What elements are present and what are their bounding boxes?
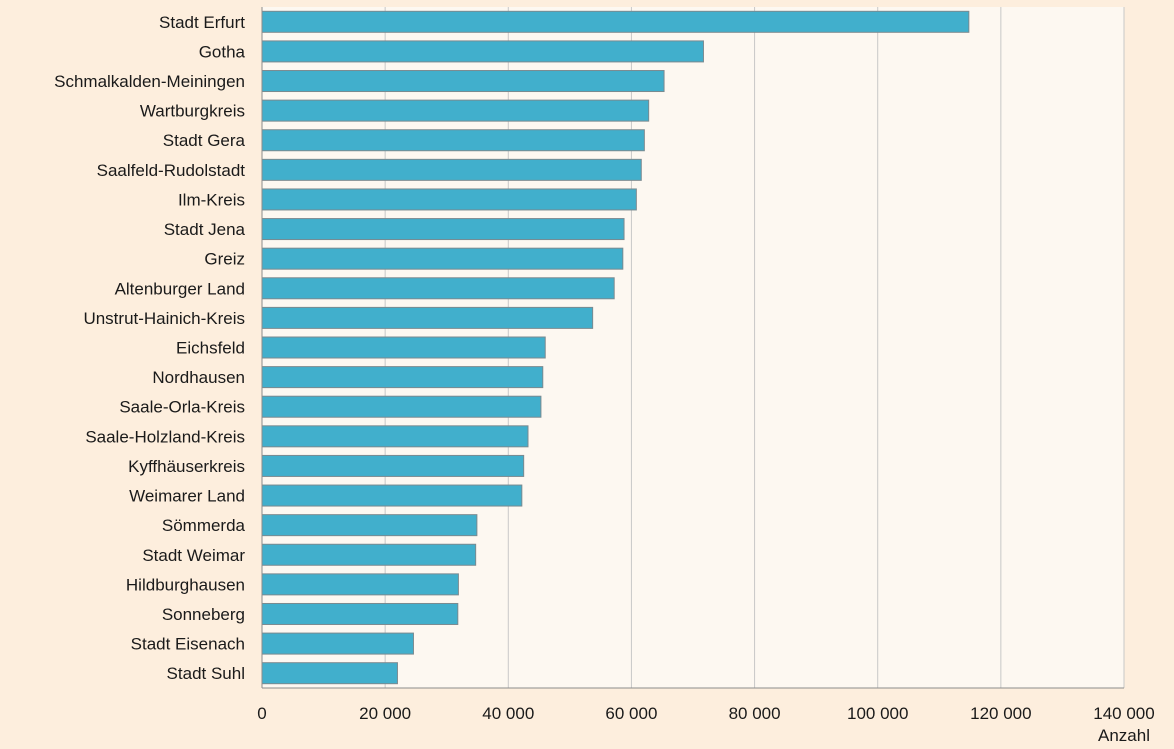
category-label: Saalfeld-Rudolstadt [97, 161, 246, 180]
category-labels: Stadt Erfurt Gotha Schmalkalden-Meiningen W… [54, 13, 245, 683]
bar [261, 632, 414, 655]
category-label: Schmalkalden-Meiningen [54, 72, 245, 91]
category-label: Saale-Orla-Kreis [119, 398, 245, 417]
bar [261, 602, 459, 625]
bar [261, 425, 529, 448]
category-label: Sömmerda [162, 516, 246, 535]
bar [261, 395, 542, 418]
category-label: Stadt Weimar [142, 546, 245, 565]
category-label: Ilm-Kreis [178, 190, 245, 209]
bar [261, 366, 544, 389]
category-label: Stadt Erfurt [159, 13, 245, 32]
bar [261, 188, 637, 211]
x-tick-label: 100 000 [847, 704, 908, 723]
bar [261, 99, 650, 122]
bars [261, 10, 970, 685]
category-label: Weimarer Land [129, 487, 245, 506]
bar [261, 10, 970, 33]
category-label: Stadt Eisenach [131, 635, 245, 654]
x-tick-label: 20 000 [359, 704, 411, 723]
bar [261, 514, 478, 537]
category-label: Hildburghausen [126, 575, 245, 594]
bar [261, 662, 398, 685]
bar [261, 158, 642, 181]
bar [261, 129, 645, 152]
category-label: Gotha [199, 42, 246, 61]
category-label: Greiz [204, 250, 245, 269]
category-label: Eichsfeld [176, 339, 245, 358]
bar [261, 40, 704, 63]
category-label: Stadt Suhl [167, 664, 245, 683]
bar [261, 70, 665, 93]
category-label: Wartburgkreis [140, 102, 245, 121]
bar [261, 484, 523, 507]
bar [261, 573, 459, 596]
bar [261, 543, 477, 566]
category-label: Nordhausen [152, 368, 245, 387]
x-tick-label: 140 000 [1093, 704, 1154, 723]
category-label: Stadt Jena [164, 220, 246, 239]
bar [261, 454, 525, 477]
category-label: Altenburger Land [115, 279, 245, 298]
x-tick-label: 120 000 [970, 704, 1031, 723]
category-label: Saale-Holzland-Kreis [85, 427, 245, 446]
category-label: Unstrut-Hainich-Kreis [83, 309, 245, 328]
axes [261, 7, 1124, 689]
bar [261, 277, 615, 300]
x-tick-label: 40 000 [482, 704, 534, 723]
x-tick-labels: 0 20 000 40 000 60 000 80 000 100 000 120 000 1… [257, 704, 1154, 723]
bar [261, 218, 625, 241]
x-tick-label: 60 000 [605, 704, 657, 723]
x-tick-label: 0 [257, 704, 266, 723]
bar [261, 306, 594, 329]
x-axis-title: Anzahl [1098, 726, 1150, 745]
bar [261, 247, 624, 270]
category-label: Stadt Gera [163, 131, 246, 150]
category-label: Kyffhäuserkreis [128, 457, 245, 476]
x-tick-label: 80 000 [729, 704, 781, 723]
category-label: Sonneberg [162, 605, 245, 624]
bar [261, 336, 546, 359]
